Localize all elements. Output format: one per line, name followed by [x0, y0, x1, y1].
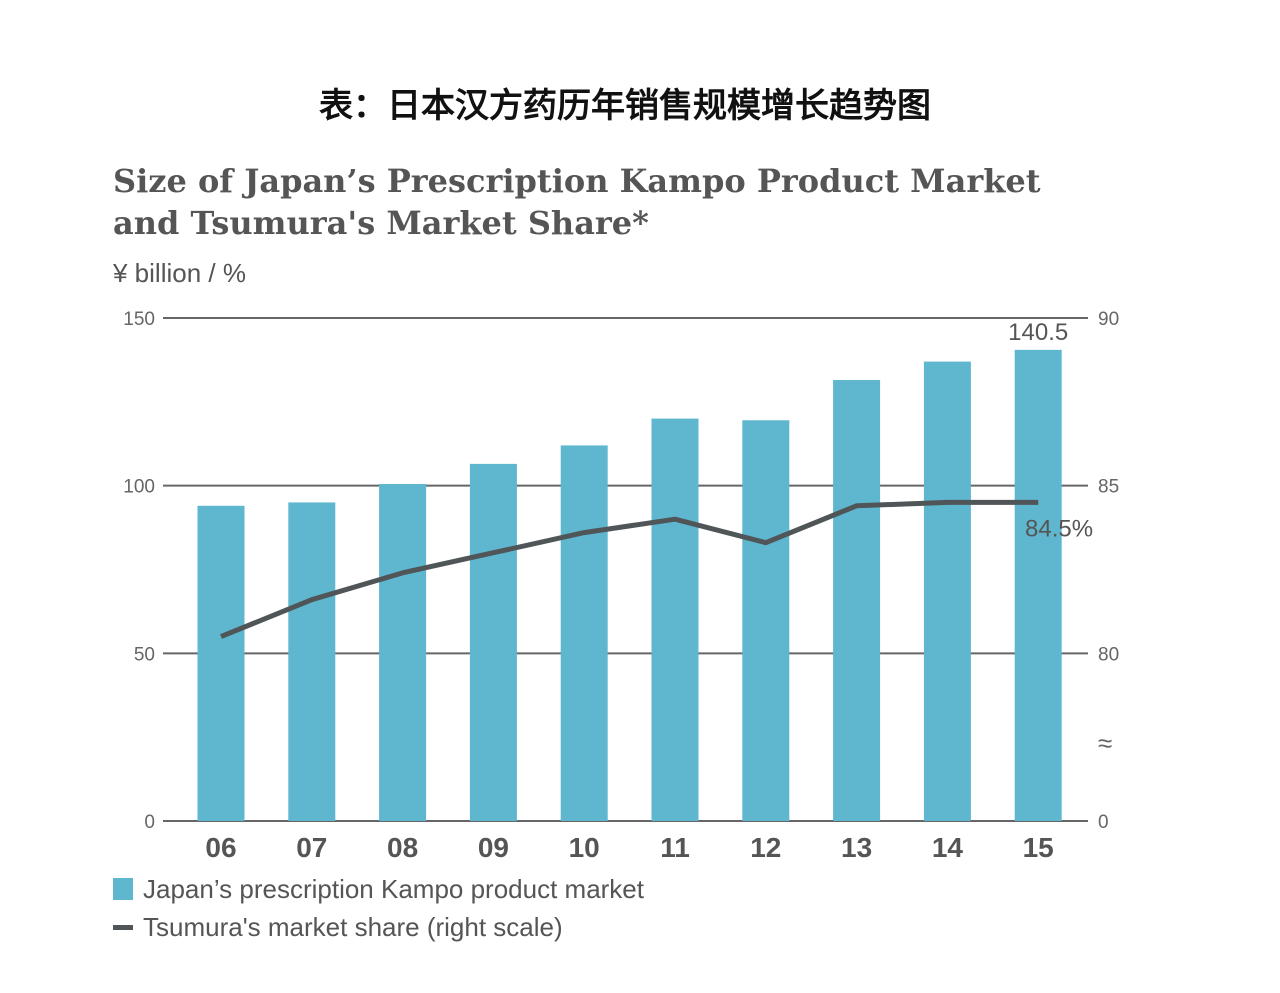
bar — [651, 418, 699, 821]
chart-title-line-1: Size of Japan’s Prescription Kampo Produ… — [113, 162, 1041, 200]
unit-label: ¥ billion / % — [113, 258, 246, 288]
x-tick-label: 11 — [660, 832, 690, 863]
bar — [1014, 349, 1062, 821]
bar — [379, 483, 427, 821]
bar — [469, 463, 517, 821]
y-left-tick-label: 100 — [123, 477, 155, 498]
y-left-tick-label: 50 — [134, 644, 155, 665]
axis-break-symbol: ≈ — [1098, 728, 1112, 758]
legend-line-swatch — [113, 924, 133, 930]
legend-bar-swatch — [113, 878, 133, 900]
y-left-tick-label: 150 — [123, 309, 155, 330]
y-left-tick-label: 0 — [144, 812, 155, 833]
x-tick-label: 07 — [296, 832, 327, 863]
y-right-tick-label: 0 — [1098, 812, 1109, 833]
chart-title: Size of Japan’s Prescription Kampo Produ… — [113, 160, 1113, 244]
legend-item-bars: Japan’s prescription Kampo product marke… — [113, 872, 644, 906]
data-label-line-last: 84.5% — [1025, 515, 1093, 542]
chinese-title: 表：日本汉方药历年销售规模增长趋势图 — [319, 86, 931, 126]
bar — [923, 361, 971, 821]
bar — [288, 502, 336, 821]
bar — [833, 380, 881, 821]
y-right-tick-label: 85 — [1098, 477, 1119, 498]
bar — [742, 420, 790, 821]
market-share-line — [220, 499, 1039, 639]
x-tick-label: 09 — [478, 832, 509, 863]
chart-title-line-2: and Tsumura's Market Share* — [113, 204, 649, 242]
legend-bar-label: Japan’s prescription Kampo product marke… — [143, 873, 644, 904]
y-right-tick-label: 90 — [1098, 309, 1119, 330]
bar — [560, 445, 608, 821]
y-right-tick-label: 80 — [1098, 644, 1119, 665]
data-label-bar-last: 140.5 — [1008, 319, 1068, 346]
legend-line-label: Tsumura's market share (right scale) — [143, 911, 563, 942]
bar — [197, 505, 245, 821]
x-tick-label: 06 — [205, 832, 236, 863]
x-tick-label: 12 — [750, 832, 781, 863]
x-tick-label: 08 — [387, 832, 418, 863]
x-tick-label: 15 — [1023, 832, 1054, 863]
x-tick-label: 13 — [841, 832, 872, 863]
legend-item-line: Tsumura's market share (right scale) — [113, 910, 563, 944]
x-tick-label: 10 — [569, 832, 600, 863]
x-tick-label: 14 — [932, 832, 964, 863]
